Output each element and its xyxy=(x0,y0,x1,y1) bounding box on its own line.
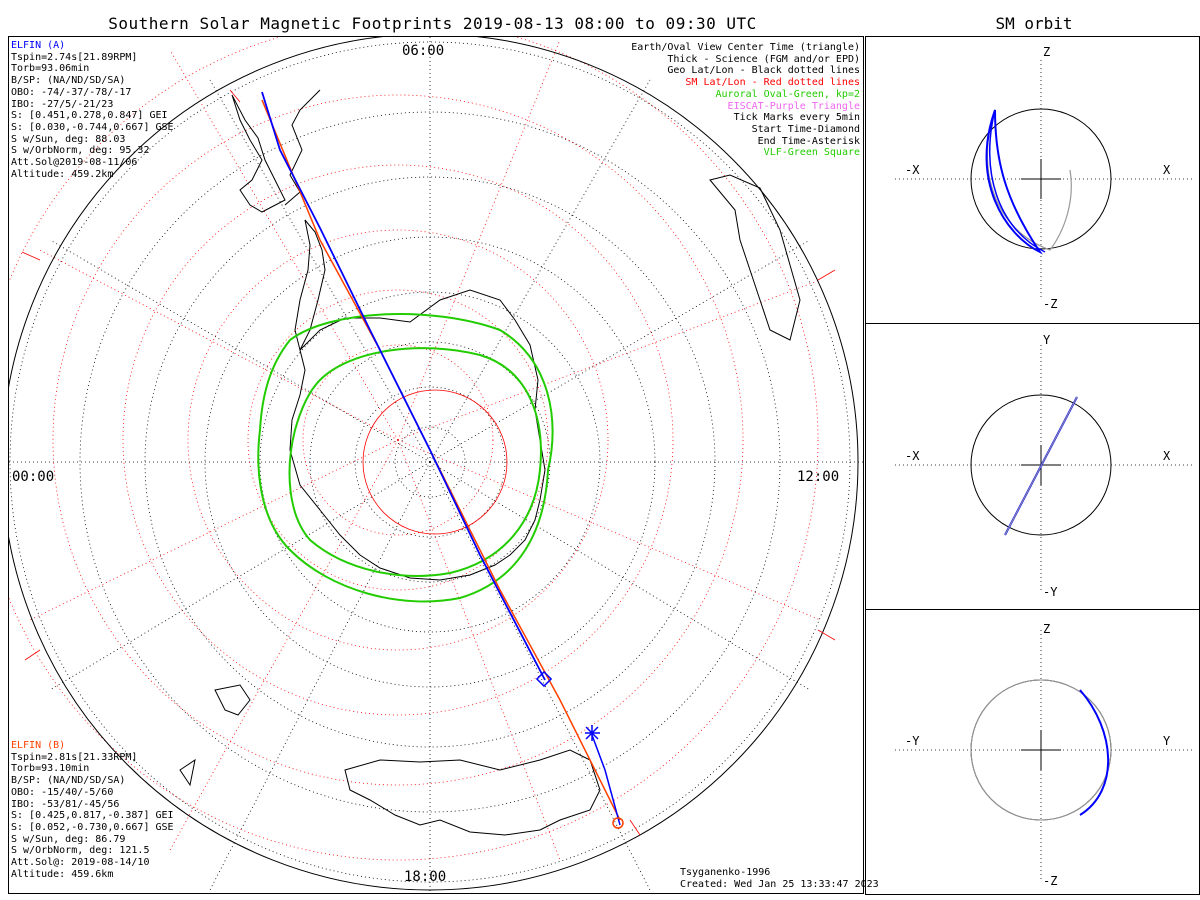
legend-item: Tick Marks every 5min xyxy=(733,112,860,124)
orbit-plots: Z -Z -X X Y -Y -X X Z -Z -Y Y xyxy=(895,45,1195,888)
orbit-xz-top-label: Z xyxy=(1043,45,1050,59)
elfin-b-line: Tspin=2.81s[21.33RPM] xyxy=(11,751,138,763)
elfin-a-line: S w/OrbNorm, deg: 95.32 xyxy=(11,145,150,157)
elfin-b-line: S w/Sun, deg: 86.79 xyxy=(11,833,126,845)
orbit-title: SM orbit xyxy=(995,14,1073,33)
africa-coastline xyxy=(709,174,801,341)
footprint-map xyxy=(9,37,863,893)
legend-item: Thick - Science (FGM and/or EPD) xyxy=(667,53,860,65)
elfin-b-line: Torb=93.10min xyxy=(11,763,90,775)
elfin-b-info: ELFIN (B) Tspin=2.81s[21.33RPM] Torb=93.1… xyxy=(11,740,174,880)
elfin-b-line: Altitude: 459.6km xyxy=(11,868,114,880)
orbit-xz-plot: Z -Z -X X xyxy=(895,45,1195,311)
orbit-yz-right-label: Y xyxy=(1163,734,1171,748)
elfin-b-line: S: [0.052,-0.730,0.667] GSE xyxy=(11,821,174,833)
orbit-xy-top-label: Y xyxy=(1043,333,1051,347)
elfin-a-track xyxy=(261,91,546,681)
footer-model: Tsyganenko-1996 xyxy=(680,867,771,878)
legend-item: Start Time-Diamond xyxy=(751,123,860,135)
elfin-a-line: Altitude: 459.2km xyxy=(11,168,114,180)
elfin-a-line: IBO: -27/5/-21/23 xyxy=(11,98,114,110)
legend-item: EISCAT-Purple Triangle xyxy=(727,100,860,112)
orbit-yz-bottom-label: -Z xyxy=(1043,874,1057,888)
orbit-xy-plot: Y -Y -X X xyxy=(895,333,1195,599)
elfin-b-line: B/SP: (NA/ND/SD/SA) xyxy=(11,775,126,787)
legend-item: Earth/Oval View Center Time (triangle) xyxy=(631,42,860,53)
time-label-top: 06:00 xyxy=(402,43,445,59)
elfin-b-line: S: [0.425,0.817,-0.387] GEI xyxy=(11,810,174,822)
time-label-right: 12:00 xyxy=(797,469,840,485)
new-zealand-coastline xyxy=(179,684,251,787)
plot-title: Southern Solar Magnetic Footprints 2019-… xyxy=(108,14,757,33)
orbit-yz-plot: Z -Z -Y Y xyxy=(895,622,1195,888)
orbit-xy-bottom-label: -Y xyxy=(1043,585,1058,599)
elfin-a-line: Tspin=2.74s[21.89RPM] xyxy=(11,51,138,63)
elfin-a-line: B/SP: (NA/ND/SD/SA) xyxy=(11,75,126,87)
orbit-yz-left-label: -Y xyxy=(905,734,920,748)
orbit-xz-bottom-label: -Z xyxy=(1043,297,1057,311)
time-label-bottom: 18:00 xyxy=(404,869,447,885)
legend-item: Auroral Oval-Green, kp=2 xyxy=(715,88,861,100)
footer-created: Created: Wed Jan 25 13:33:47 2023 xyxy=(680,879,879,890)
elfin-a-end-asterisk xyxy=(585,725,600,741)
elfin-b-name: ELFIN (B) xyxy=(11,740,66,751)
orbit-xz-right-label: X xyxy=(1163,163,1171,177)
legend-item: Geo Lat/Lon - Black dotted lines xyxy=(667,65,860,77)
orbit-yz-top-label: Z xyxy=(1043,622,1050,636)
elfin-a-line: S: [0.030,-0.744,0.667] GSE xyxy=(11,121,174,133)
antarctic-peninsula-coastline xyxy=(294,219,326,352)
auroral-oval-inner xyxy=(288,347,542,577)
elfin-a-line: Torb=93.06min xyxy=(11,63,90,75)
elfin-a-info: ELFIN (A) Tspin=2.74s[21.89RPM] Torb=93.0… xyxy=(11,40,174,180)
elfin-a-line: OBO: -74/-37/-78/-17 xyxy=(11,86,132,98)
elfin-a-start-diamond xyxy=(535,670,553,688)
sm-grid xyxy=(9,37,821,861)
legend-item: End Time-Asterisk xyxy=(757,135,860,147)
footprint-map-frame xyxy=(8,36,864,894)
time-label-left: 00:00 xyxy=(12,469,55,485)
elfin-b-end-marker xyxy=(612,817,624,829)
elfin-a-line: S: [0.451,0.278,0.847] GEI xyxy=(11,110,168,122)
elfin-a-name: ELFIN (A) xyxy=(11,40,66,51)
earth-limb xyxy=(9,37,859,891)
antarctica-coastline xyxy=(289,289,546,581)
australia-coastline xyxy=(344,749,601,836)
legend-item: SM Lat/Lon - Red dotted lines xyxy=(685,77,860,89)
legend-item: VLF-Green Square xyxy=(763,147,860,159)
auroral-oval-outer xyxy=(257,313,554,603)
elfin-a-line: S w/Sun, deg: 88.03 xyxy=(11,133,126,145)
elfin-a-lines: Tspin=2.74s[21.89RPM] Torb=93.06min B/SP: … xyxy=(11,52,174,181)
elfin-b-line: OBO: -15/40/-5/60 xyxy=(11,786,114,798)
orbit-xy-right-label: X xyxy=(1163,449,1171,463)
legend: Earth/Oval View Center Time (triangle) Th… xyxy=(631,42,860,159)
sm-pole-circle xyxy=(362,389,508,535)
orbit-xy-left-label: -X xyxy=(905,449,920,463)
elfin-a-line: Att.Sol@2019-08-11/06 xyxy=(11,157,138,169)
elfin-b-line: IBO: -53/81/-45/56 xyxy=(11,798,120,810)
elfin-b-lines: Tspin=2.81s[21.33RPM] Torb=93.10min B/SP: … xyxy=(11,752,174,881)
sm-grid-edge-ticks xyxy=(21,89,836,836)
orbit-xz-left-label: -X xyxy=(905,163,920,177)
elfin-a-track-end xyxy=(591,734,621,826)
elfin-b-line: S w/OrbNorm, deg: 121.5 xyxy=(11,845,150,857)
elfin-b-line: Att.Sol@: 2019-08-14/10 xyxy=(11,857,150,869)
